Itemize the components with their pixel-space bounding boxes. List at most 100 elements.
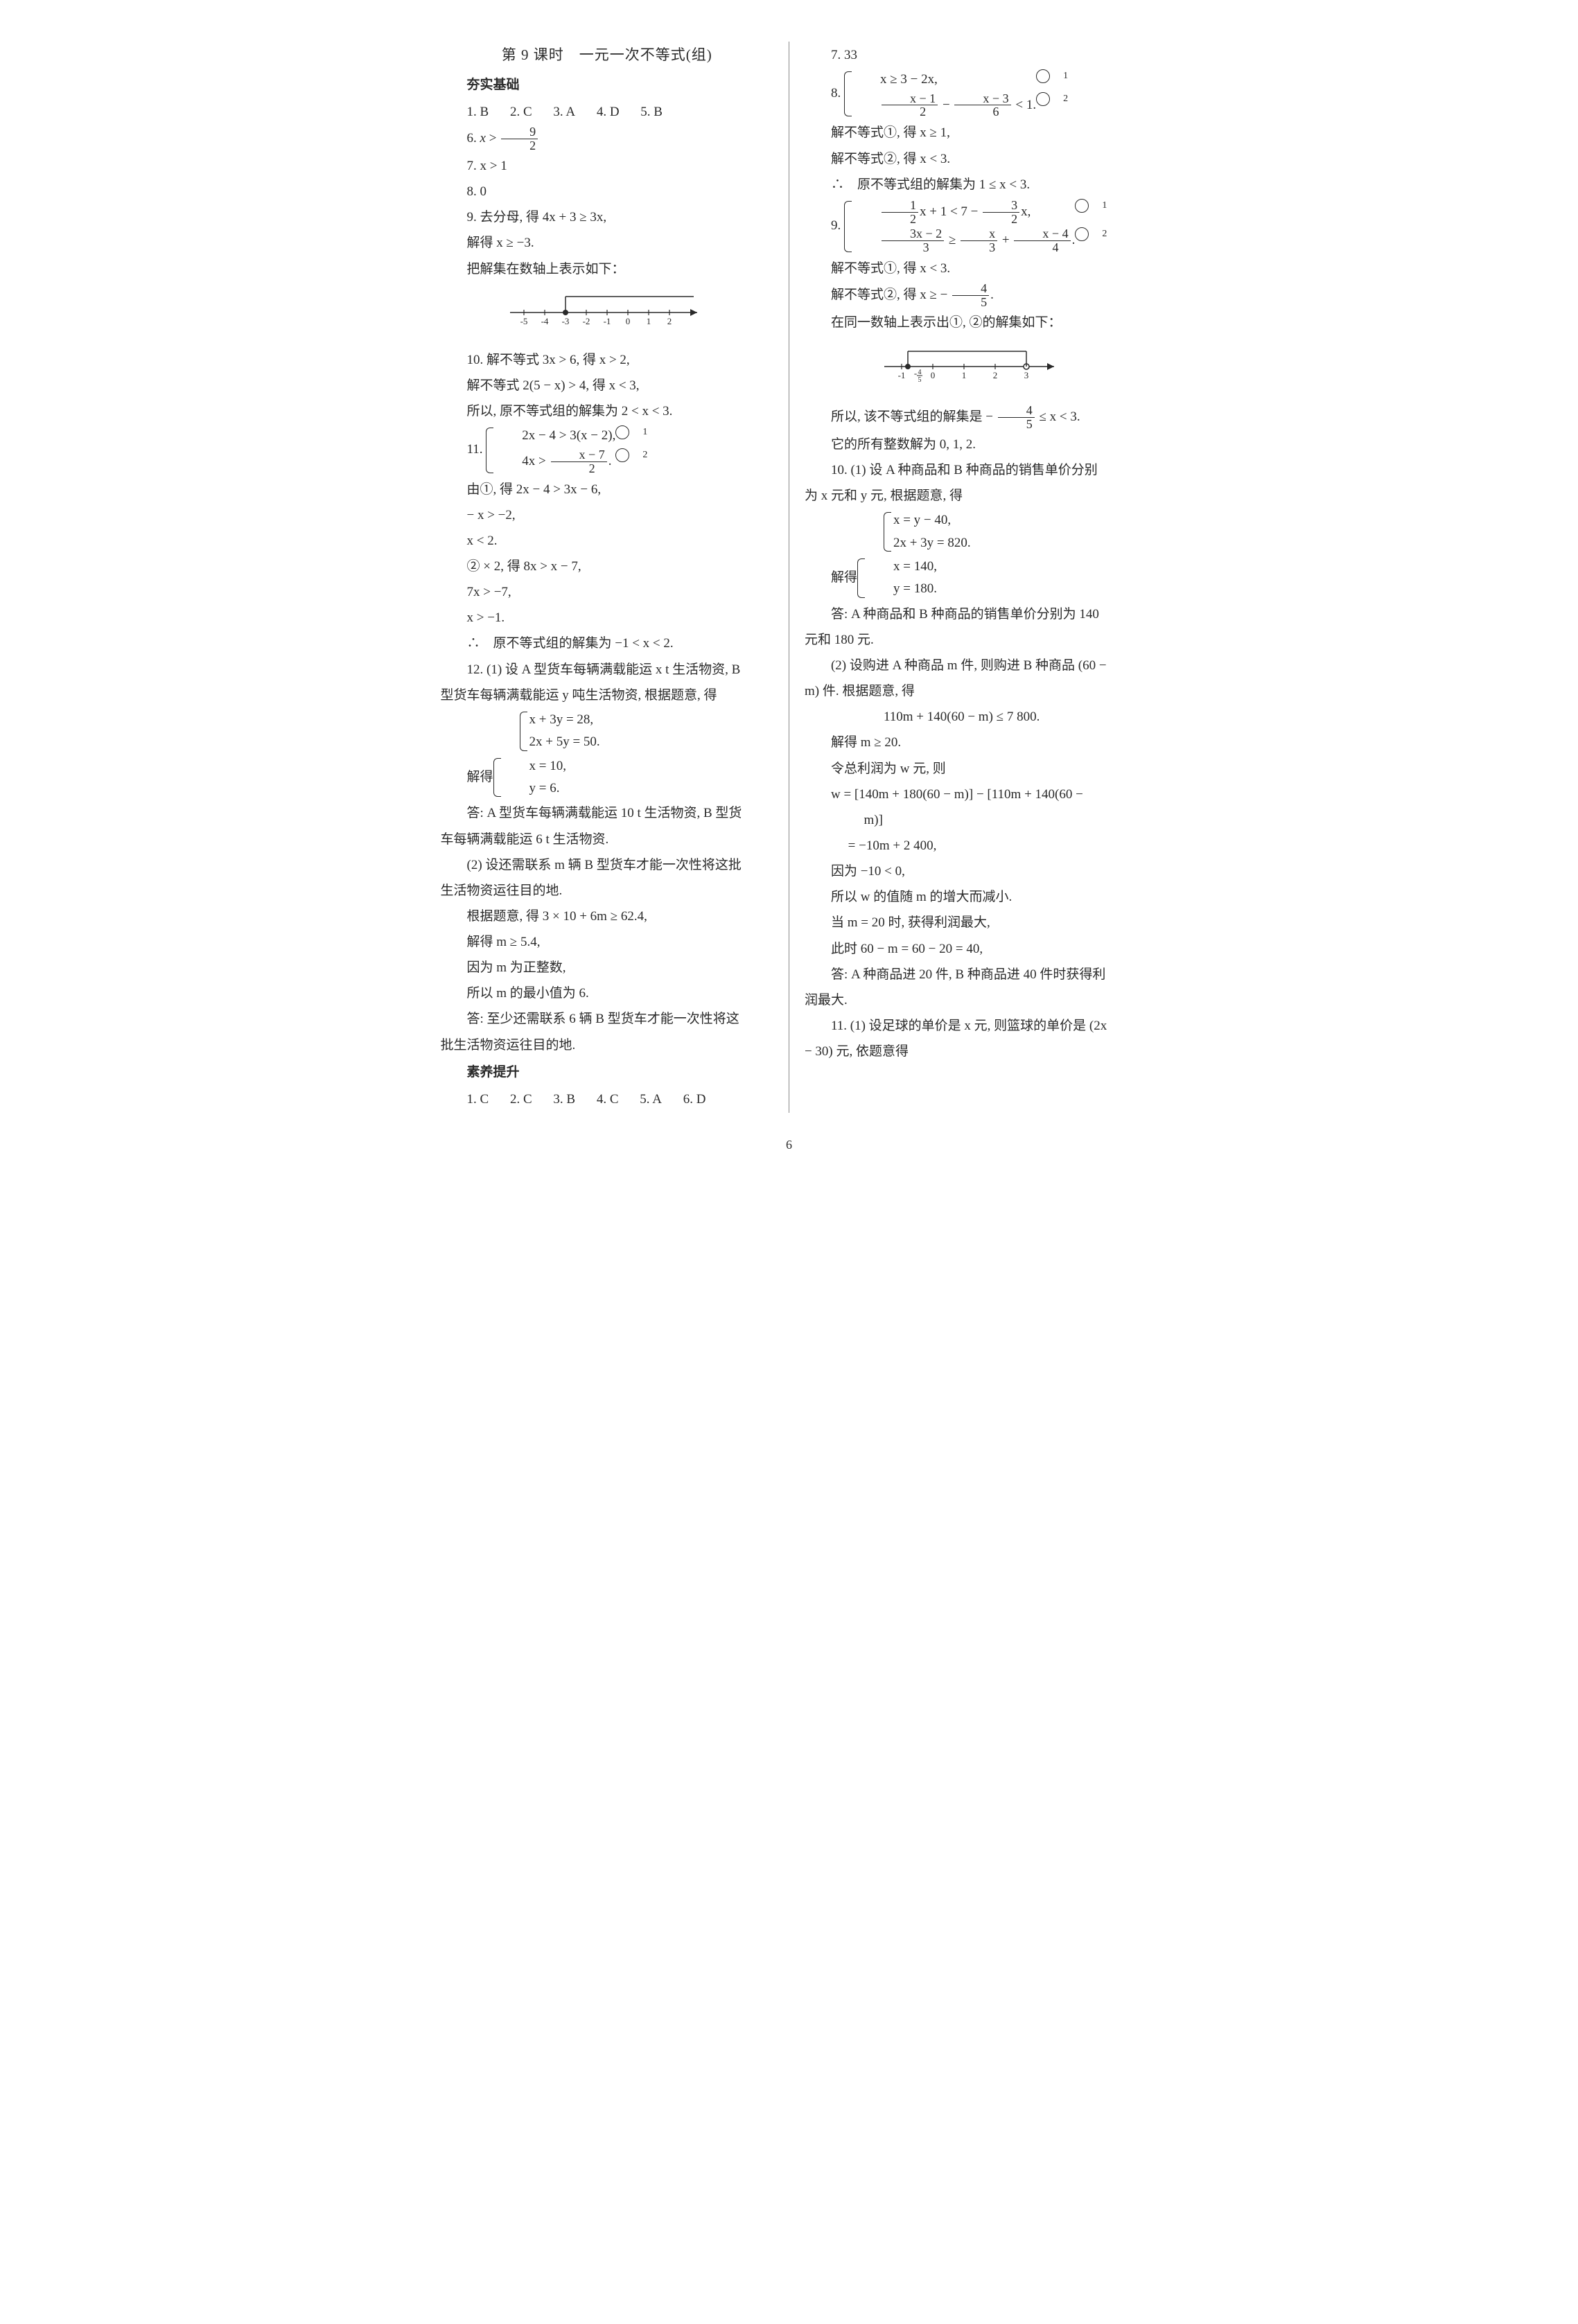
circled-1: 1 (1075, 199, 1089, 213)
q11s5: 7x > −7, (441, 580, 774, 604)
d: 4 (1014, 241, 1070, 254)
q11-pre: 11. (467, 442, 486, 457)
m: x + 1 < 7 − (920, 204, 981, 219)
d: 5 (998, 418, 1035, 431)
r-q10a: 10. (1) 设 A 种商品和 B 种商品的销售单价分别 (805, 458, 1138, 482)
r-q9-pre: 9. (831, 218, 844, 233)
lesson-title: 第 9 课时 一元一次不等式(组) (441, 42, 774, 69)
svg-text:-4: -4 (541, 316, 548, 326)
r-q10-system: x = y − 40, 2x + 3y = 820. (805, 509, 1138, 554)
ans-5b: 5. B (640, 105, 663, 119)
q12e: (2) 设还需联系 m 辆 B 型货车才能一次性将这批 (441, 853, 774, 877)
page: 第 9 课时 一元一次不等式(组) 夯实基础 1. B 2. C 3. A 4.… (426, 42, 1153, 1113)
page-number: 6 (35, 1134, 1543, 1156)
r-q8-frac2: x − 36 (954, 92, 1010, 119)
q12j: 所以 m 的最小值为 6. (441, 981, 774, 1005)
pre: 解得 (831, 570, 857, 585)
svg-text:1: 1 (647, 316, 651, 326)
q12g: 根据题意, 得 3 × 10 + 6m ≥ 62.4, (441, 904, 774, 928)
left-column: 第 9 课时 一元一次不等式(组) 夯实基础 1. B 2. C 3. A 4.… (426, 42, 789, 1113)
svg-text:-1: -1 (898, 370, 906, 380)
q12h: 解得 m ≥ 5.4, (441, 930, 774, 954)
q12c: 答: A 型货车每辆满载能运 10 t 生活物资, B 型货 (441, 801, 774, 825)
mc-answers-1: 1. B 2. C 3. A 4. D 5. B (441, 100, 774, 124)
r-q11b: − 30) 元, 依题意得 (805, 1039, 1138, 1064)
r-q10h: 解得 m ≥ 20. (805, 730, 1138, 755)
n: 4 (952, 282, 989, 296)
end: < 1. (1012, 97, 1036, 112)
section-heading-1: 夯实基础 (441, 73, 774, 97)
f: 32 (983, 199, 1019, 226)
r-q9s4: 所以, 该不等式组的解集是 − 45 ≤ x < 3. (805, 404, 1138, 431)
ans-2c: 2. C (510, 105, 532, 119)
n: x − 4 (1014, 227, 1070, 241)
q12b: 型货车每辆满载能运 y 吨生活物资, 根据题意, 得 (441, 683, 774, 707)
q12-sol2: y = 6. (503, 777, 566, 800)
f: 12 (882, 199, 918, 226)
m: ≥ (945, 233, 959, 247)
r-q8-frac1: x − 12 (882, 92, 938, 119)
n: 3x − 2 (882, 227, 944, 241)
ans2-3b: 3. B (553, 1092, 575, 1107)
m: + (999, 233, 1012, 247)
brace-icon: x ≥ 3 − 2x,1 x − 12 − x − 36 < 1.2 (844, 69, 1050, 119)
r-q10b: 为 x 元和 y 元, 根据题意, 得 (805, 484, 1138, 508)
f: x − 44 (1014, 227, 1070, 254)
q11-system: 11. 2x − 4 > 3(x − 2),1 4x > x − 72.2 (441, 425, 774, 475)
right-column: 7. 33 8. x ≥ 3 − 2x,1 x − 12 − x − 36 < … (789, 42, 1153, 1113)
q12f: 生活物资运往目的地. (441, 879, 774, 903)
r-q10k: m)] (805, 808, 1138, 832)
ans2-5a: 5. A (640, 1092, 662, 1107)
q12d: 车每辆满载能运 6 t 生活物资. (441, 827, 774, 852)
q9a: 9. 去分母, 得 4x + 3 ≥ 3x, (441, 205, 774, 229)
svg-text:2: 2 (667, 316, 672, 326)
svg-text:2: 2 (993, 370, 998, 380)
a: 解不等式②, 得 x ≥ − (831, 288, 951, 302)
s2: y = 180. (867, 578, 937, 600)
d: 3 (961, 241, 997, 254)
n: x (961, 227, 997, 241)
q12-solution: 解得 x = 10, y = 6. (441, 755, 774, 800)
q12-sys1: x + 3y = 28, (529, 709, 600, 731)
mid: − (939, 97, 953, 112)
r-q7: 7. 33 (805, 43, 1138, 67)
r-q10f: m) 件. 根据题意, 得 (805, 679, 1138, 703)
f: 45 (952, 282, 989, 309)
circled-2: 2 (1075, 227, 1089, 241)
r-q8s1: 解不等式①, 得 x ≥ 1, (805, 121, 1138, 145)
ans2-1c: 1. C (467, 1092, 489, 1107)
d: 3 (882, 241, 944, 254)
q11-l2a: 4x > (522, 453, 549, 468)
q7: 7. x > 1 (441, 154, 774, 178)
q11s7: ∴ 原不等式组的解集为 −1 < x < 2. (441, 631, 774, 655)
svg-text:-2: -2 (582, 316, 590, 326)
mc-answers-2: 1. C 2. C 3. B 4. C 5. A 6. D (441, 1087, 774, 1111)
r-q10i: 令总利润为 w 元, 则 (805, 757, 1138, 781)
r-q10j: w = [140m + 180(60 − m)] − [110m + 140(6… (805, 782, 1138, 807)
r-q10e: (2) 设购进 A 种商品 m 件, 则购进 B 种商品 (60 − (805, 653, 1138, 678)
q11-frac: x − 72 (551, 448, 607, 475)
svg-text:0: 0 (626, 316, 631, 326)
d: 2 (983, 213, 1019, 226)
d: 2 (882, 213, 918, 226)
r-q9-system: 9. 12x + 1 < 7 − 32x,1 3x − 23 ≥ x3 + x … (805, 198, 1138, 255)
a: 所以, 该不等式组的解集是 − (831, 410, 997, 424)
brace-icon: x = y − 40, 2x + 3y = 820. (884, 509, 971, 554)
brace-icon: x = 10, y = 6. (493, 755, 566, 800)
d: 5 (952, 296, 989, 309)
s1: x = y − 40, (893, 509, 971, 531)
n: 1 (882, 199, 918, 213)
r-q10o: 当 m = 20 时, 获得利润最大, (805, 910, 1138, 935)
ans2-4c: 4. C (597, 1092, 619, 1107)
q10b: 解不等式 2(5 − x) > 4, 得 x < 3, (441, 373, 774, 398)
q12l: 批生活物资运往目的地. (441, 1033, 774, 1057)
q12i: 因为 m 为正整数, (441, 956, 774, 980)
svg-text:0: 0 (931, 370, 936, 380)
ans-4d: 4. D (597, 105, 620, 119)
brace-icon: x = 140, y = 180. (857, 556, 937, 601)
section-heading-2: 素养提升 (441, 1060, 774, 1084)
q10c: 所以, 原不等式组的解集为 2 < x < 3. (441, 399, 774, 423)
svg-text:-1: -1 (603, 316, 611, 326)
b: ≤ x < 3. (1036, 410, 1080, 424)
r-q10q: 答: A 种商品进 20 件, B 种商品进 40 件时获得利 (805, 962, 1138, 987)
